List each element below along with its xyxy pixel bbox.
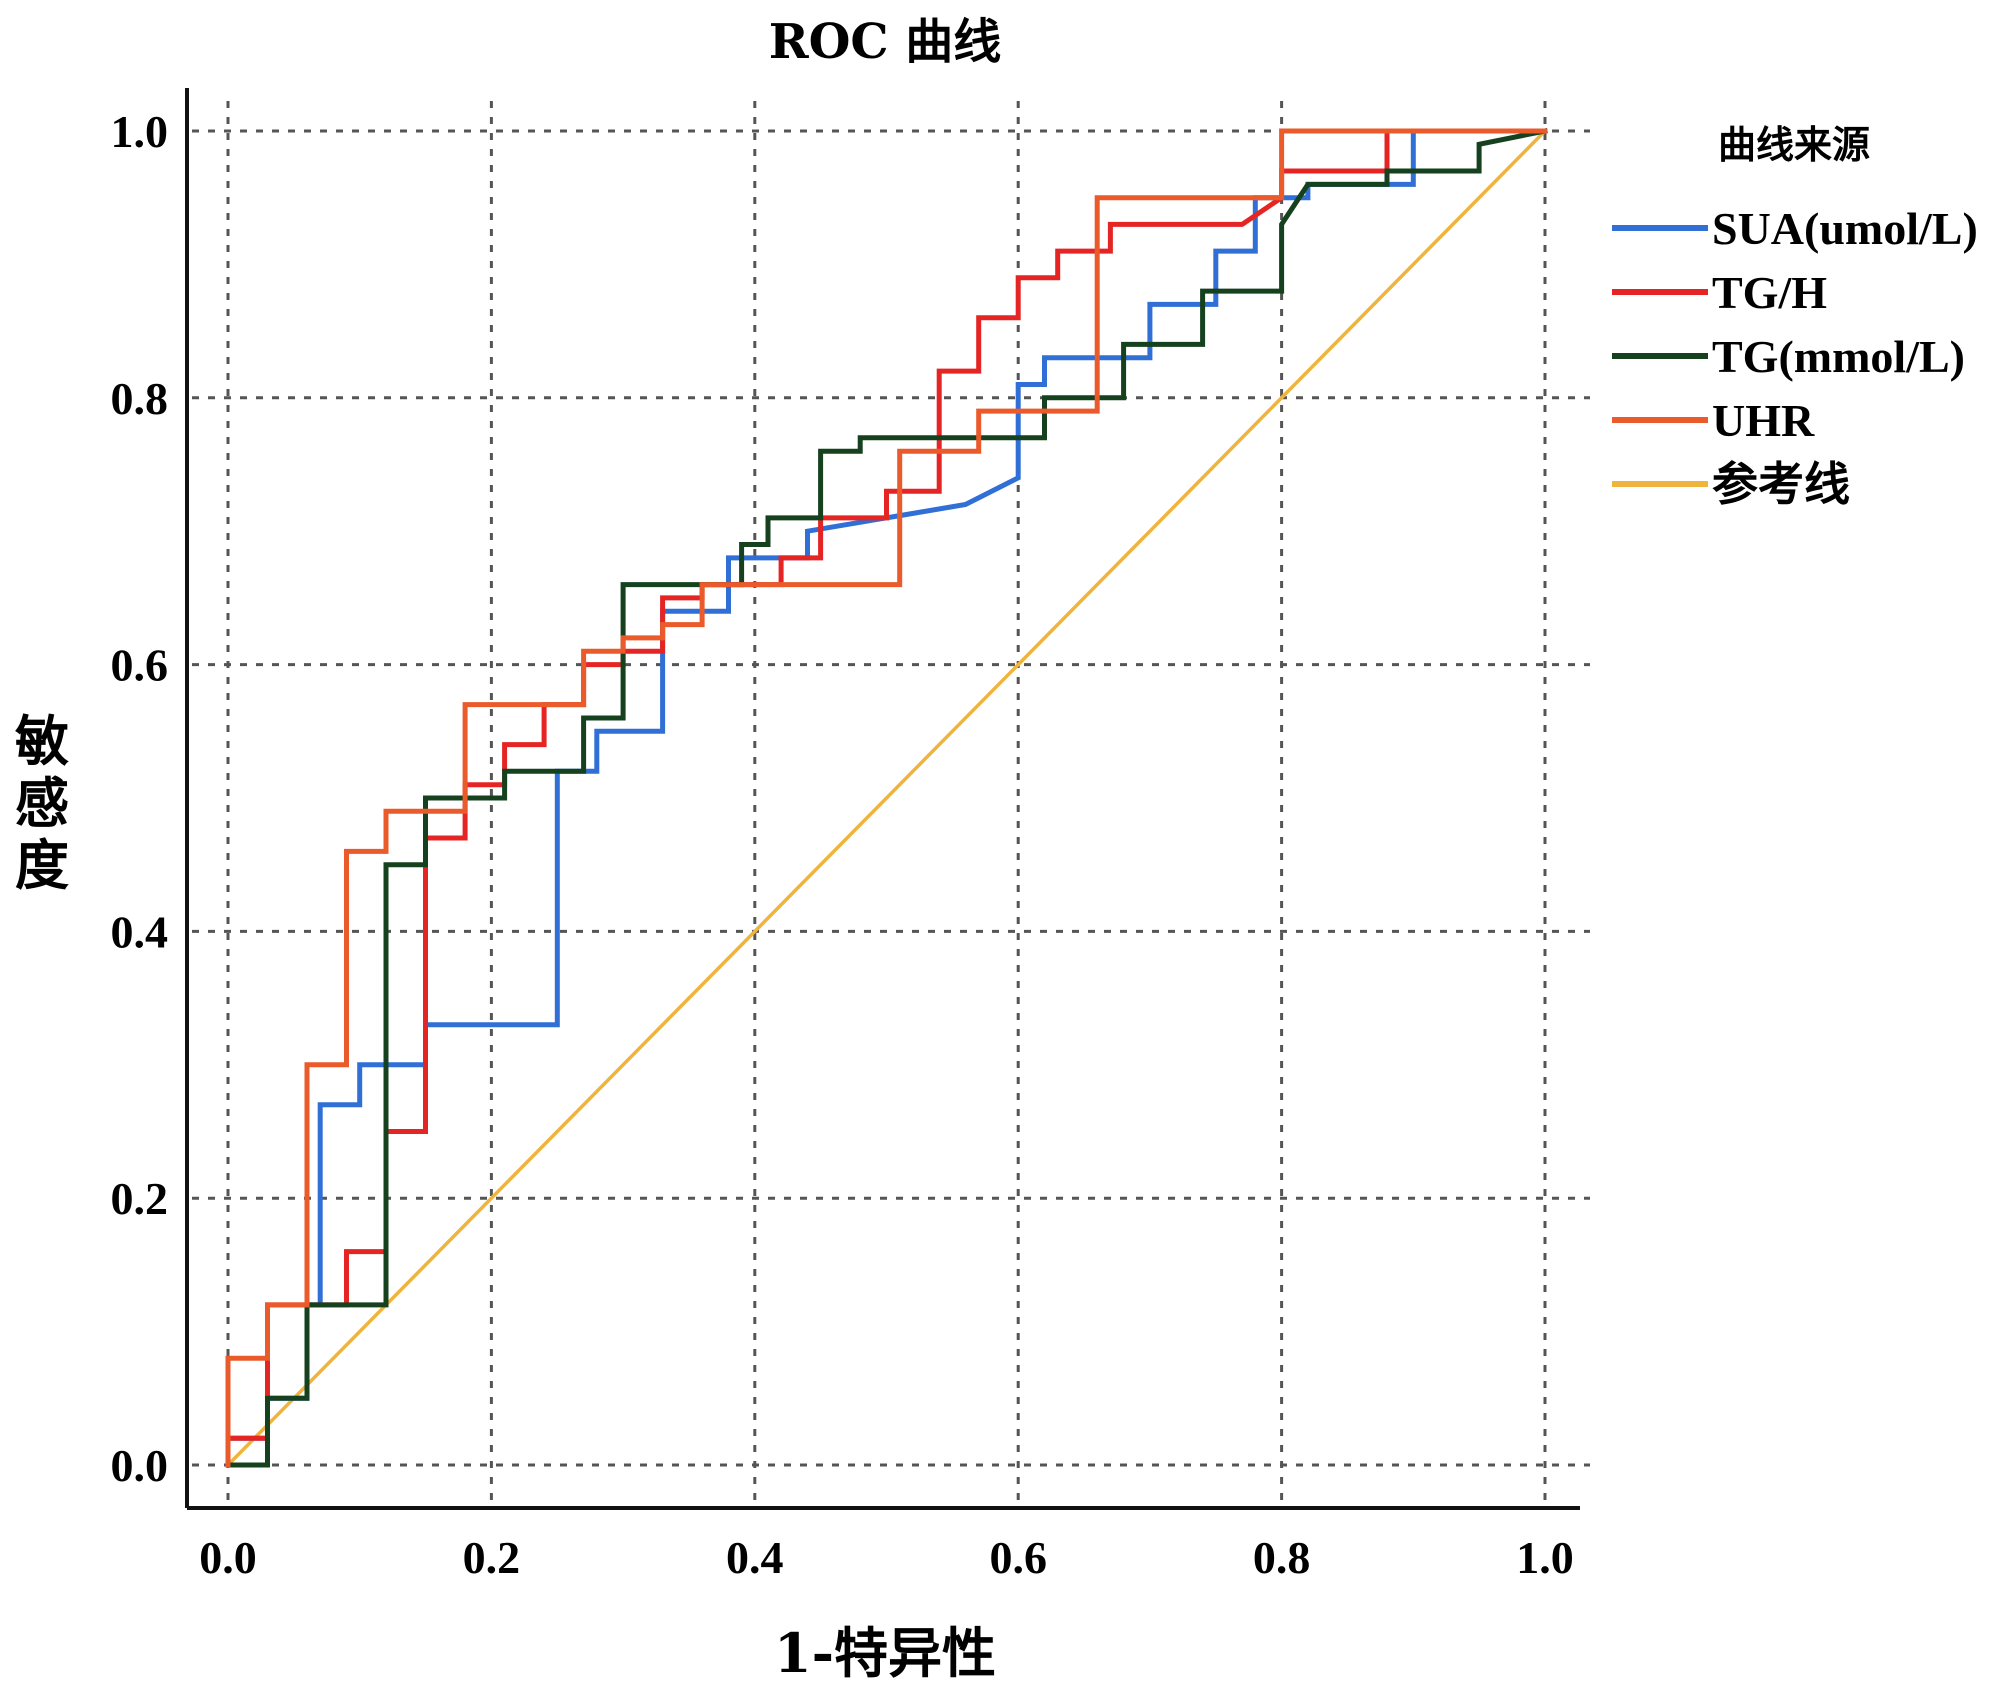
roc-series bbox=[225, 128, 1548, 1468]
y-tick-label: 0.6 bbox=[111, 640, 169, 691]
chart-title: ROC 曲线 bbox=[769, 14, 1002, 70]
x-tick-label: 0.8 bbox=[1253, 1532, 1311, 1583]
y-tick-label: 0.2 bbox=[111, 1173, 169, 1224]
series-line-3 bbox=[225, 128, 1548, 1468]
y-axis-label: 敏感度 bbox=[15, 709, 69, 897]
series-line-4 bbox=[225, 128, 1548, 1468]
x-tick-label: 0.4 bbox=[726, 1532, 784, 1583]
y-tick-label: 1.0 bbox=[111, 106, 169, 157]
legend-label-2: TG(mmol/L) bbox=[1712, 331, 1965, 382]
x-tick-label: 0.0 bbox=[199, 1532, 257, 1583]
y-tick-label: 0.4 bbox=[111, 906, 169, 957]
y-tick-label: 0.0 bbox=[111, 1440, 169, 1491]
y-axis-label-text: 敏感度 bbox=[15, 709, 69, 897]
legend-label-3: UHR bbox=[1712, 395, 1815, 446]
axes bbox=[185, 88, 1580, 1510]
grid-lines bbox=[192, 101, 1590, 1505]
legend-label-4: 参考线 bbox=[1712, 459, 1850, 510]
x-tick-label: 1.0 bbox=[1516, 1532, 1574, 1583]
x-tick-label: 0.6 bbox=[989, 1532, 1047, 1583]
legend-label-1: TG/H bbox=[1712, 267, 1827, 318]
legend: 曲线来源 SUA(umol/L) TG/H TG(mmol/L) UHR 参考线 bbox=[1612, 122, 1978, 510]
legend-title: 曲线来源 bbox=[1718, 122, 1870, 167]
x-tick-label: 0.2 bbox=[463, 1532, 521, 1583]
x-axis-label: 1-特异性 bbox=[774, 1621, 996, 1685]
x-tick-labels: 0.0 0.2 0.4 0.6 0.8 1.0 bbox=[199, 1532, 1574, 1583]
y-tick-label: 0.8 bbox=[111, 373, 169, 424]
series-line-2 bbox=[225, 128, 1548, 1468]
y-tick-labels: 0.0 0.2 0.4 0.6 0.8 1.0 bbox=[111, 106, 169, 1491]
legend-label-0: SUA(umol/L) bbox=[1712, 203, 1978, 254]
